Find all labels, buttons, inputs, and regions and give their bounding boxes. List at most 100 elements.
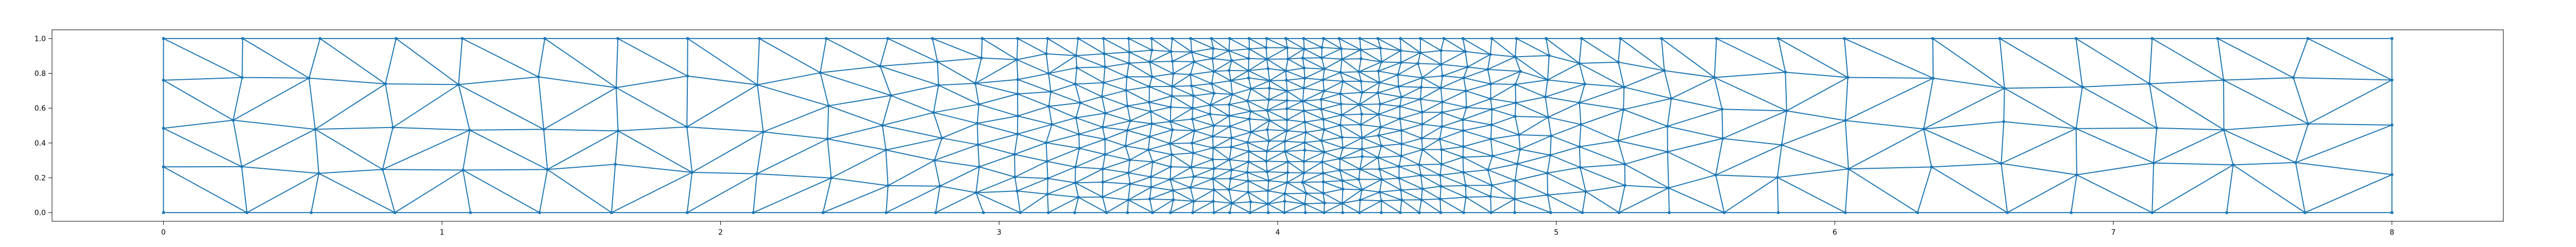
mesh-node — [1340, 113, 1343, 117]
mesh-edge — [1212, 169, 1232, 180]
mesh-edge — [1359, 71, 1380, 83]
mesh-edge — [1463, 156, 1488, 170]
mesh-edge — [2232, 164, 2306, 213]
mesh-edge — [1126, 63, 1130, 77]
mesh-edge — [1190, 61, 1195, 75]
mesh-edge — [1378, 135, 1382, 146]
mesh-edge — [1228, 180, 1249, 190]
mesh-edge — [1323, 181, 1343, 190]
mesh-edge — [1490, 196, 1515, 200]
mesh-node — [1190, 142, 1194, 145]
mesh-edge — [2293, 77, 2309, 124]
mesh-edge — [1303, 38, 1323, 48]
mesh-node — [1341, 179, 1344, 182]
mesh-node — [1127, 37, 1130, 40]
mesh-node — [2074, 127, 2078, 130]
mesh-node — [1400, 142, 1403, 146]
mesh-edge — [757, 173, 832, 179]
mesh-node — [240, 165, 244, 168]
mesh-edge — [1266, 120, 1270, 130]
mesh-edge — [1150, 107, 1171, 112]
mesh-edge — [1380, 189, 1401, 193]
mesh-edge — [1420, 175, 1423, 189]
mesh-edge — [1342, 203, 1360, 213]
mesh-edge — [1380, 96, 1402, 105]
mesh-node — [1151, 160, 1155, 164]
mesh-edge — [1267, 129, 1287, 132]
mesh-edge — [1304, 203, 1325, 214]
mesh-edge — [691, 131, 764, 173]
mesh-edge — [1249, 38, 1267, 48]
mesh-edge — [1359, 38, 1362, 50]
mesh-edge — [1074, 197, 1079, 213]
mesh-edge — [382, 169, 396, 213]
mesh-node — [1228, 211, 1231, 215]
mesh-edge — [1321, 58, 1325, 69]
mesh-node — [936, 60, 939, 63]
mesh-node — [1283, 200, 1286, 203]
mesh-edge — [1923, 121, 2004, 130]
mesh-node — [1439, 86, 1443, 90]
mesh-edge — [1467, 66, 1488, 70]
mesh-edge — [1321, 109, 1342, 116]
mesh-edge — [1401, 149, 1423, 157]
mesh-node — [1358, 103, 1361, 107]
mesh-edge — [1361, 179, 1382, 190]
mesh-edge — [1190, 177, 1195, 188]
mesh-node — [1359, 198, 1362, 202]
mesh-node — [1397, 165, 1401, 168]
mesh-node — [1517, 133, 1521, 136]
mesh-edge — [1380, 118, 1400, 128]
mesh-edge — [1548, 102, 1580, 118]
mesh-edge — [315, 127, 393, 130]
mesh-edge — [1212, 178, 1229, 190]
mesh-edge — [1267, 100, 1287, 111]
mesh-node — [1360, 136, 1364, 139]
mesh-edge — [611, 172, 692, 213]
mesh-edge — [1045, 38, 1048, 54]
mesh-node — [824, 37, 828, 40]
mesh-edge — [232, 120, 243, 167]
mesh-node — [1047, 72, 1050, 75]
mesh-edge — [1623, 70, 1665, 88]
mesh-edge — [981, 57, 1017, 60]
mesh-node — [1285, 79, 1288, 82]
mesh-edge — [831, 177, 888, 186]
mesh-edge — [1418, 164, 1422, 175]
mesh-edge — [1170, 130, 1195, 144]
mesh-node — [1784, 70, 1787, 74]
mesh-node — [1127, 61, 1131, 65]
mesh-edge — [887, 38, 938, 62]
mesh-edge — [1266, 151, 1285, 162]
mesh-node — [1169, 105, 1173, 109]
mesh-edge — [394, 169, 464, 213]
mesh-node — [1660, 37, 1663, 40]
mesh-edge — [1105, 130, 1128, 140]
mesh-node — [826, 137, 829, 140]
mesh-edge — [1286, 80, 1288, 92]
mesh-node — [1489, 82, 1493, 85]
mesh-edge — [1401, 62, 1418, 64]
mesh-edge — [1340, 93, 1360, 105]
mesh-node — [1189, 186, 1192, 189]
mesh-edge — [1212, 201, 1215, 213]
mesh-edge — [1228, 115, 1231, 127]
mesh-edge — [1172, 85, 1194, 97]
mesh-edge — [1362, 137, 1382, 147]
mesh-node — [1247, 69, 1250, 73]
mesh-edge — [1917, 167, 1933, 213]
mesh-edge — [1213, 201, 1232, 204]
mesh-edge — [1378, 61, 1382, 72]
mesh-edge — [1398, 86, 1402, 97]
mesh-node — [934, 211, 938, 215]
mesh-edge — [1579, 146, 1625, 165]
mesh-edge — [1324, 59, 1343, 69]
mesh-node — [690, 171, 694, 174]
mesh-node — [1077, 132, 1081, 136]
mesh-edge — [1151, 186, 1174, 191]
mesh-edge — [1229, 94, 1233, 105]
mesh-edge — [1048, 73, 1052, 92]
mesh-edge — [1287, 48, 1305, 60]
mesh-edge — [1463, 66, 1468, 78]
mesh-edge — [1848, 77, 1934, 79]
